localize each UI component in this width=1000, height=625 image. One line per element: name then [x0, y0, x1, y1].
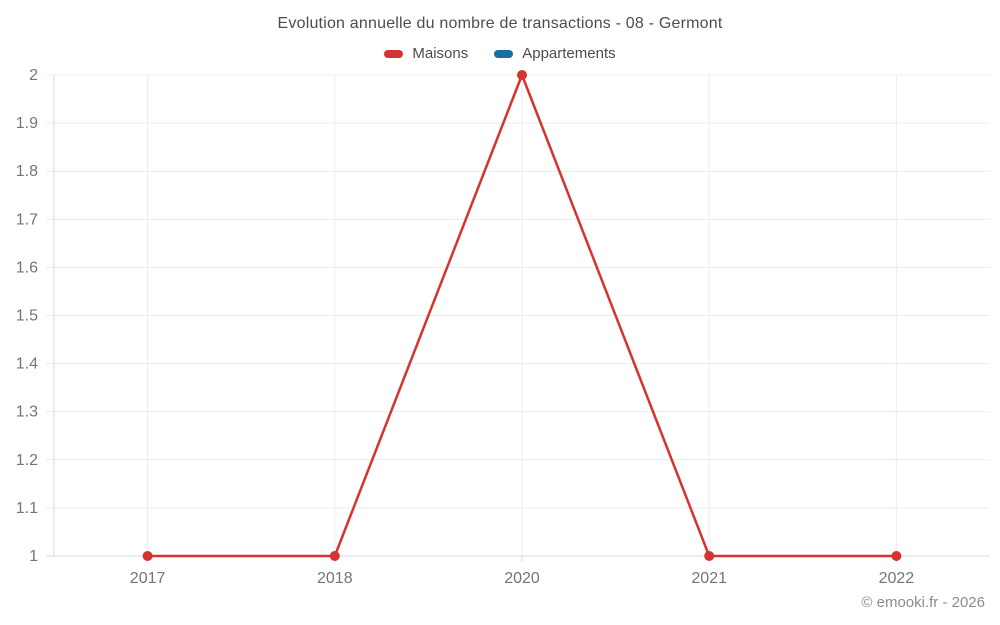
x-tick-label: 2017	[130, 570, 166, 587]
y-tick-label: 2	[29, 67, 38, 84]
data-point-maisons-2017[interactable]	[142, 551, 153, 561]
data-point-maisons-2022[interactable]	[891, 551, 902, 561]
legend-swatch-appartements	[494, 49, 514, 58]
legend-label-appartements: Appartements	[522, 45, 616, 62]
data-point-maisons-2020[interactable]	[517, 70, 527, 80]
y-tick-label: 1.8	[16, 163, 38, 180]
x-tick-label: 2020	[504, 570, 540, 587]
legend-item-appartements[interactable]: Appartements	[494, 45, 616, 62]
copyright-text: © emooki.fr - 2026	[861, 594, 985, 611]
data-point-maisons-2018[interactable]	[329, 551, 340, 561]
legend-item-maisons[interactable]: Maisons	[384, 45, 468, 62]
chart-title: Evolution annuelle du nombre de transact…	[277, 15, 723, 32]
y-tick-label: 1	[29, 548, 38, 565]
y-tick-label: 1.4	[16, 356, 38, 373]
y-tick-label: 1.3	[16, 404, 38, 421]
chart-legend: Maisons Appartements	[0, 45, 1000, 62]
y-tick-label: 1.1	[16, 500, 38, 517]
y-tick-label: 1.7	[16, 211, 38, 228]
y-tick-label: 1.6	[16, 259, 38, 276]
y-tick-label: 1.9	[16, 115, 38, 132]
x-tick-label: 2018	[317, 570, 353, 587]
y-tick-label: 1.2	[16, 452, 38, 469]
x-tick-label: 2022	[879, 570, 915, 587]
y-tick-label: 1.5	[16, 308, 38, 325]
legend-label-maisons: Maisons	[412, 45, 469, 62]
x-tick-label: 2021	[691, 570, 727, 587]
legend-swatch-maisons	[384, 49, 404, 58]
data-point-maisons-2021[interactable]	[704, 551, 715, 561]
